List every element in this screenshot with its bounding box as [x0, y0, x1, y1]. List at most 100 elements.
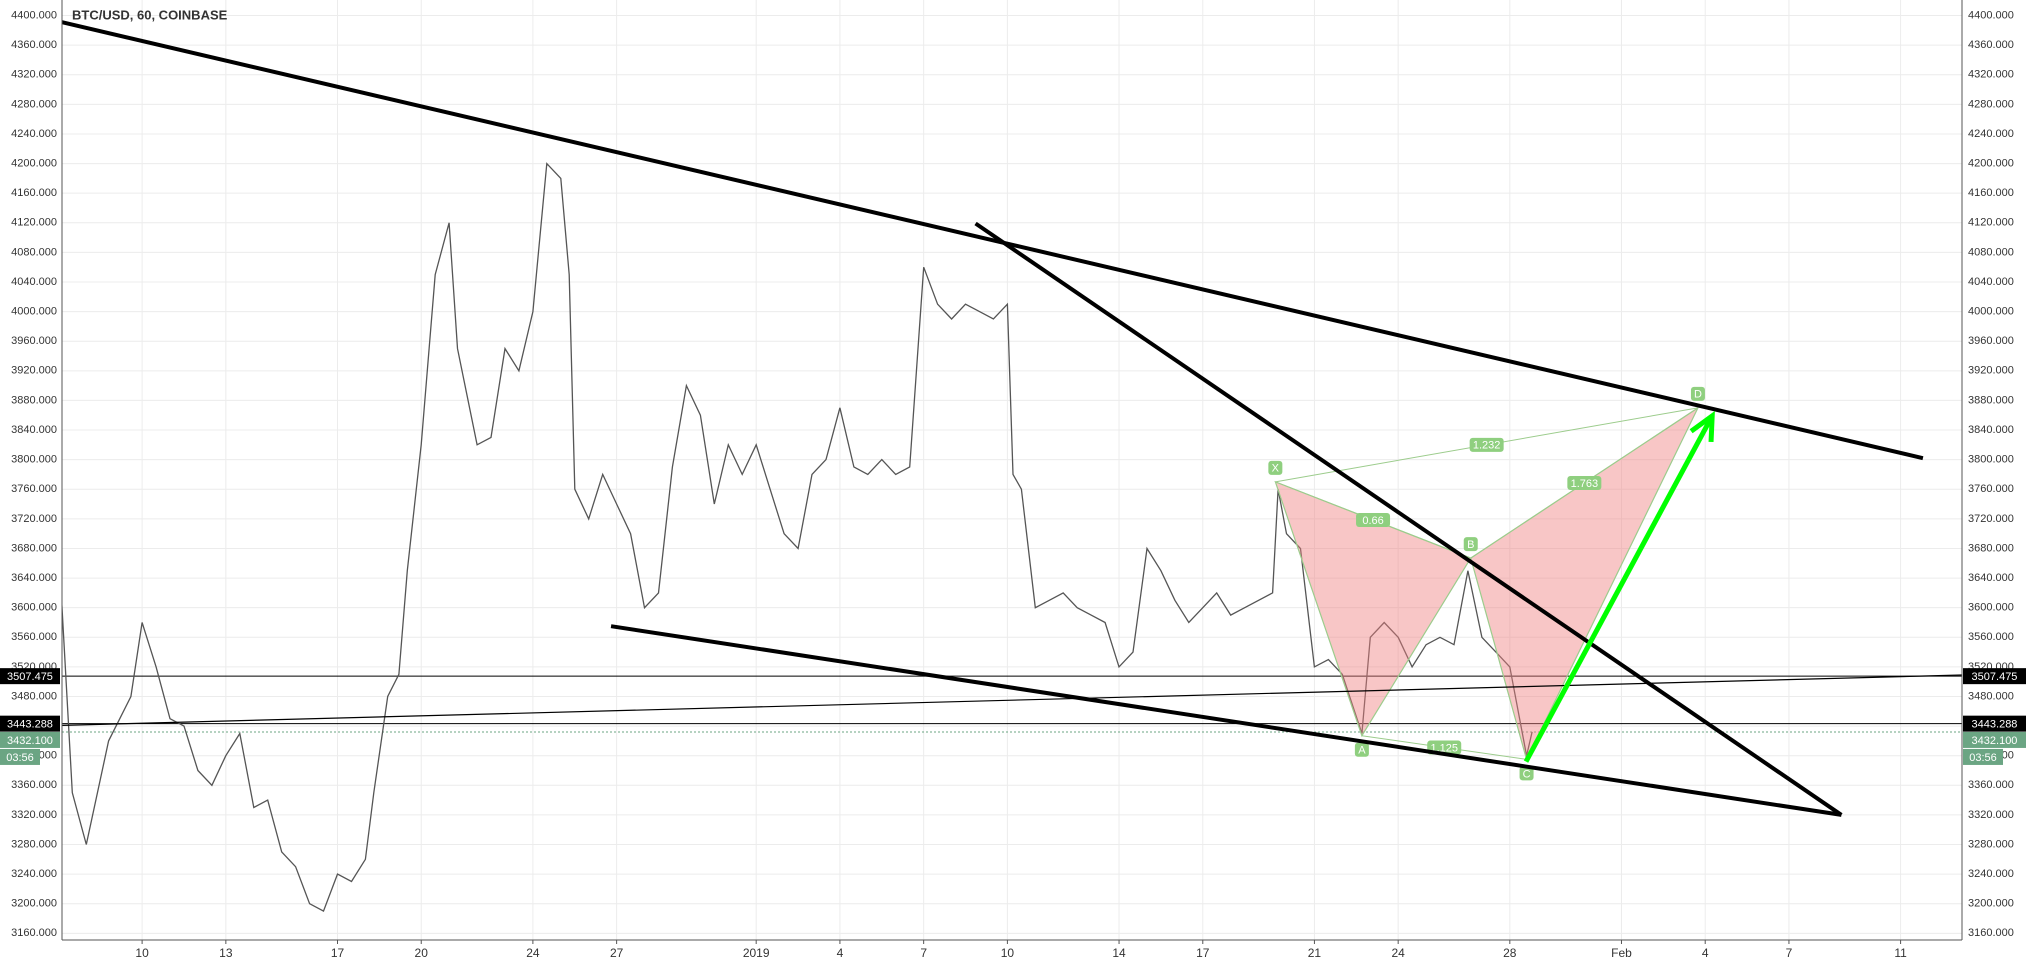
y-tick-label: 3560.000	[1968, 631, 2014, 643]
y-tick-label: 3720.000	[1968, 513, 2014, 525]
y-tick-label: 3160.000	[11, 927, 57, 939]
y-tick-label: 3760.000	[1968, 483, 2014, 495]
price-tag	[0, 731, 60, 748]
point-box	[1463, 537, 1478, 552]
y-tick-label: 3280.000	[1968, 838, 2014, 850]
price-line-series	[60, 162, 1533, 913]
y-tick-label: 3600.000	[1968, 602, 2014, 614]
y-tick-label: 4040.000	[1968, 276, 2014, 288]
point-box	[1519, 766, 1534, 781]
x-tick-label: 7	[1786, 946, 1793, 960]
y-tick-label: 3480.000	[11, 690, 57, 702]
x-tick-label: 10	[135, 946, 149, 960]
point-label: D	[1694, 389, 1702, 401]
y-tick-label: 4000.000	[1968, 306, 2014, 318]
x-tick-label: 13	[219, 946, 233, 960]
point-box	[1690, 386, 1705, 401]
y-tick-label: 3720.000	[11, 513, 57, 525]
trendline	[974, 221, 1843, 817]
x-tick-label: 4	[837, 946, 844, 960]
ratio-label: 0.66	[1362, 515, 1383, 527]
y-tick-label: 3840.000	[11, 424, 57, 436]
y-tick-label: 3680.000	[1968, 542, 2014, 554]
right-axis-bg	[1962, 0, 2027, 964]
y-tick-label: 3320.000	[1968, 809, 2014, 821]
price-tag	[1963, 748, 2003, 765]
point-box	[1268, 460, 1283, 475]
x-tick-label: 20	[415, 946, 429, 960]
y-tick-label: 4360.000	[1968, 39, 2014, 51]
price-tag	[1963, 715, 2026, 732]
y-tick-label: 3960.000	[11, 335, 57, 347]
y-tick-label: 3920.000	[1968, 365, 2014, 377]
price-tag	[0, 748, 40, 765]
x-tick-label: 21	[1308, 946, 1322, 960]
y-tick-label: 4200.000	[1968, 157, 2014, 169]
y-tick-label: 4280.000	[1968, 98, 2014, 110]
y-tick-label: 3200.000	[1968, 898, 2014, 910]
y-tick-label: 3800.000	[1968, 454, 2014, 466]
y-tick-label: 3640.000	[1968, 572, 2014, 584]
y-tick-label: 4120.000	[1968, 217, 2014, 229]
y-tick-label: 3880.000	[11, 394, 57, 406]
trendline	[61, 20, 1924, 461]
y-tick-label: 4160.000	[1968, 187, 2014, 199]
x-tick-label: 10	[1001, 946, 1015, 960]
y-tick-label: 3560.000	[11, 631, 57, 643]
price-tag	[0, 668, 60, 685]
y-tick-label: 3880.000	[1968, 394, 2014, 406]
y-tick-label: 3240.000	[1968, 868, 2014, 880]
x-tick-label: Feb	[1611, 946, 1632, 960]
y-tick-label: 4040.000	[11, 276, 57, 288]
arrow-head	[1689, 410, 1715, 443]
ratio-label: 1.763	[1571, 478, 1599, 490]
y-tick-label: 4080.000	[1968, 246, 2014, 258]
price-tag-label: 3432.100	[7, 735, 53, 747]
price-tag	[0, 715, 60, 732]
y-tick-label: 3680.000	[11, 542, 57, 554]
y-tick-label: 3800.000	[11, 454, 57, 466]
trendline	[61, 674, 1963, 726]
y-tick-label: 4400.000	[11, 9, 57, 21]
y-tick-label: 4200.000	[11, 157, 57, 169]
price-tag-label: 3443.288	[1972, 719, 2018, 731]
point-label: C	[1523, 768, 1531, 780]
x-tick-label: 24	[526, 946, 540, 960]
point-label: X	[1272, 463, 1280, 475]
price-tag-label: 3443.288	[7, 719, 53, 731]
x-tick-label: 14	[1112, 946, 1126, 960]
arrow-shaft	[1523, 414, 1715, 763]
x-tick-label: 4	[1702, 946, 1709, 960]
ratio-box	[1567, 475, 1602, 490]
y-tick-label: 4400.000	[1968, 9, 2014, 21]
y-tick-label: 3600.000	[11, 602, 57, 614]
y-tick-label: 3320.000	[11, 809, 57, 821]
y-tick-label: 3760.000	[11, 483, 57, 495]
y-tick-label: 4120.000	[11, 217, 57, 229]
y-tick-label: 4360.000	[11, 39, 57, 51]
y-tick-label: 3480.000	[1968, 690, 2014, 702]
y-tick-label: 4240.000	[11, 128, 57, 140]
point-label: A	[1358, 745, 1366, 757]
x-tick-label: 28	[1503, 946, 1517, 960]
price-tag	[1963, 668, 2026, 685]
y-tick-label: 3960.000	[1968, 335, 2014, 347]
grid	[62, 0, 1962, 940]
y-tick-label: 3640.000	[11, 572, 57, 584]
y-tick-label: 3360.000	[11, 779, 57, 791]
x-tick-label: 11	[1894, 946, 1907, 960]
x-tick-label: 17	[1196, 946, 1210, 960]
y-tick-label: 3280.000	[11, 838, 57, 850]
y-tick-label: 3200.000	[11, 898, 57, 910]
y-tick-label: 4320.000	[1968, 69, 2014, 81]
y-tick-label: 3360.000	[1968, 779, 2014, 791]
trendline	[610, 624, 1842, 817]
price-tag-label: 3507.475	[7, 671, 53, 683]
y-tick-label: 4280.000	[11, 98, 57, 110]
y-tick-label: 3920.000	[11, 365, 57, 377]
x-tick-label: 17	[331, 946, 345, 960]
y-tick-label: 3240.000	[11, 868, 57, 880]
